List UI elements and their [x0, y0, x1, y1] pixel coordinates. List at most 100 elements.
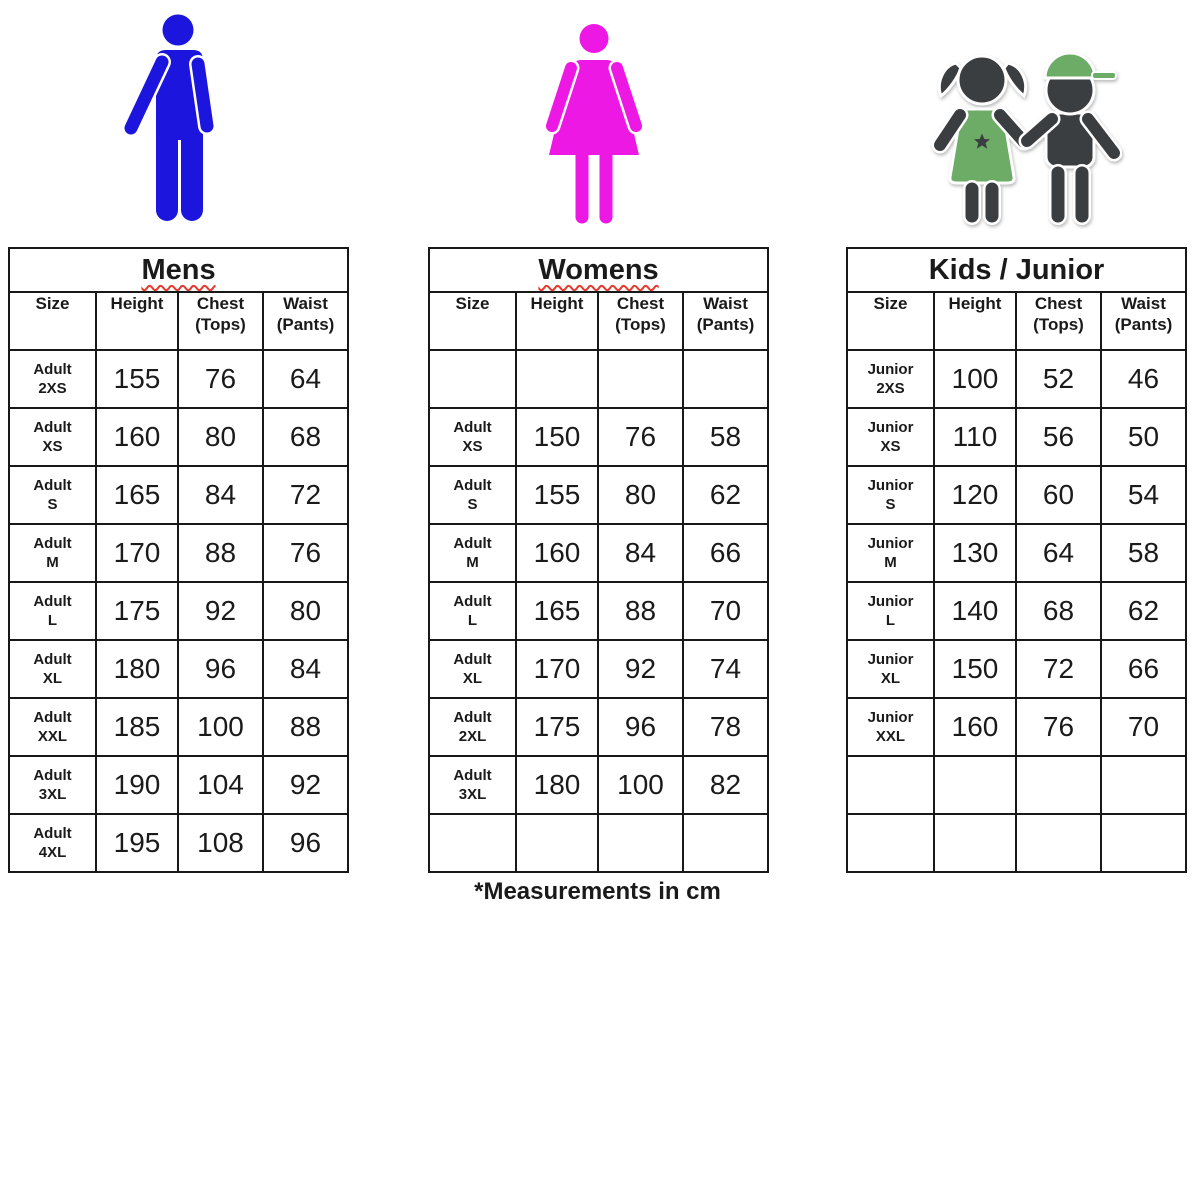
cell-height: 110 [933, 407, 1017, 467]
cell-chest: 76 [597, 407, 684, 467]
cell-height: 180 [95, 639, 179, 699]
mens-size-table: Mens Size Height Chest (Tops) Waist (Pan… [7, 247, 350, 873]
cell-chest: 88 [177, 523, 264, 583]
cell-waist: 92 [261, 755, 350, 815]
table-row: Adult L 175 92 80 [8, 581, 350, 641]
cell-chest [597, 349, 684, 409]
table-row [846, 755, 1188, 815]
cell-size: Adult 3XL [8, 755, 97, 815]
cell-waist: 96 [261, 813, 350, 873]
col-header-waist: Waist (Pants) [681, 291, 770, 351]
cell-size: Junior L [846, 581, 935, 641]
cell-height: 140 [933, 581, 1017, 641]
table-title-text: Kids / Junior [928, 253, 1105, 286]
boy-right-arm [1082, 113, 1120, 159]
cell-chest: 80 [597, 465, 684, 525]
table-title-text: Mens [141, 253, 216, 286]
cell-size: Adult 4XL [8, 813, 97, 873]
cell-size: Junior S [846, 465, 935, 525]
cell-height: 160 [95, 407, 179, 467]
table-row: Adult S 165 84 72 [8, 465, 350, 525]
cell-size: Junior M [846, 523, 935, 583]
cell-chest: 64 [1015, 523, 1102, 583]
cell-height: 195 [95, 813, 179, 873]
cell-height: 120 [933, 465, 1017, 525]
cell-height: 170 [95, 523, 179, 583]
table-row: Junior L 140 68 62 [846, 581, 1188, 641]
cell-size: Adult 2XL [428, 697, 517, 757]
table-row: Adult 2XL 175 96 78 [428, 697, 770, 757]
table-row [428, 813, 770, 873]
table-row: Adult 3XL 180 100 82 [428, 755, 770, 815]
boy-left-arm [1021, 113, 1058, 147]
cell-size: Adult S [428, 465, 517, 525]
cell-size: Adult XL [8, 639, 97, 699]
table-row: Adult M 170 88 76 [8, 523, 350, 583]
cell-waist [1099, 755, 1188, 815]
col-header-waist: Waist (Pants) [261, 291, 350, 351]
table-row: Junior M 130 64 58 [846, 523, 1188, 583]
table-row: Adult 4XL 195 108 96 [8, 813, 350, 873]
table-row [428, 349, 770, 409]
cell-chest: 68 [1015, 581, 1102, 641]
cell-height: 165 [95, 465, 179, 525]
cell-size [428, 813, 517, 873]
cell-chest: 108 [177, 813, 264, 873]
cell-waist: 76 [261, 523, 350, 583]
cell-chest: 92 [177, 581, 264, 641]
cell-waist: 78 [681, 697, 770, 757]
table-row: Adult XXL 185 100 88 [8, 697, 350, 757]
col-header-height: Height [515, 291, 599, 351]
girl-dress-star [974, 133, 990, 149]
cell-height: 160 [515, 523, 599, 583]
cell-chest: 84 [597, 523, 684, 583]
col-header-size: Size [428, 291, 517, 351]
cell-waist: 62 [681, 465, 770, 525]
cell-height: 175 [95, 581, 179, 641]
header-row: Size Height Chest (Tops) Waist (Pants) [846, 291, 1188, 351]
cell-chest: 100 [177, 697, 264, 757]
col-header-height: Height [95, 291, 179, 351]
table-row: Junior XS 110 56 50 [846, 407, 1188, 467]
table-row: Junior S 120 60 54 [846, 465, 1188, 525]
female-head [579, 24, 609, 53]
table-title: Kids / Junior [845, 247, 1188, 293]
cell-chest [1015, 755, 1102, 815]
cell-chest: 92 [597, 639, 684, 699]
male-pictogram-icon [122, 14, 216, 221]
cell-waist [681, 349, 770, 409]
cell-waist: 64 [261, 349, 350, 409]
col-header-chest: Chest (Tops) [1015, 291, 1102, 351]
cell-height: 170 [515, 639, 599, 699]
cell-height: 160 [933, 697, 1017, 757]
cell-size: Adult XL [428, 639, 517, 699]
cell-waist: 74 [681, 639, 770, 699]
cell-size: Adult XXL [8, 697, 97, 757]
table-row: Adult XL 170 92 74 [428, 639, 770, 699]
male-right-arm [191, 57, 214, 133]
cell-chest: 52 [1015, 349, 1102, 409]
cell-waist: 72 [261, 465, 350, 525]
cell-waist: 66 [1099, 639, 1188, 699]
measurements-footnote: *Measurements in cm [474, 878, 721, 905]
cell-waist [1099, 813, 1188, 873]
cell-waist: 80 [261, 581, 350, 641]
girl-head [956, 54, 1008, 106]
header-row: Size Height Chest (Tops) Waist (Pants) [428, 291, 770, 351]
cell-height: 100 [933, 349, 1017, 409]
table-row: Adult L 165 88 70 [428, 581, 770, 641]
cell-height [515, 813, 599, 873]
cell-size: Junior XL [846, 639, 935, 699]
female-pictogram-icon [544, 24, 644, 224]
cell-height: 180 [515, 755, 599, 815]
womens-size-table: Womens Size Height Chest (Tops) Waist (P… [427, 247, 770, 873]
cell-waist [681, 813, 770, 873]
table-row: Adult 2XS 155 76 64 [8, 349, 350, 409]
cell-height: 190 [95, 755, 179, 815]
table-title: Womens [427, 247, 770, 293]
cell-chest: 56 [1015, 407, 1102, 467]
col-header-height: Height [933, 291, 1017, 351]
col-header-size: Size [846, 291, 935, 351]
table-row: Junior XXL 160 76 70 [846, 697, 1188, 757]
